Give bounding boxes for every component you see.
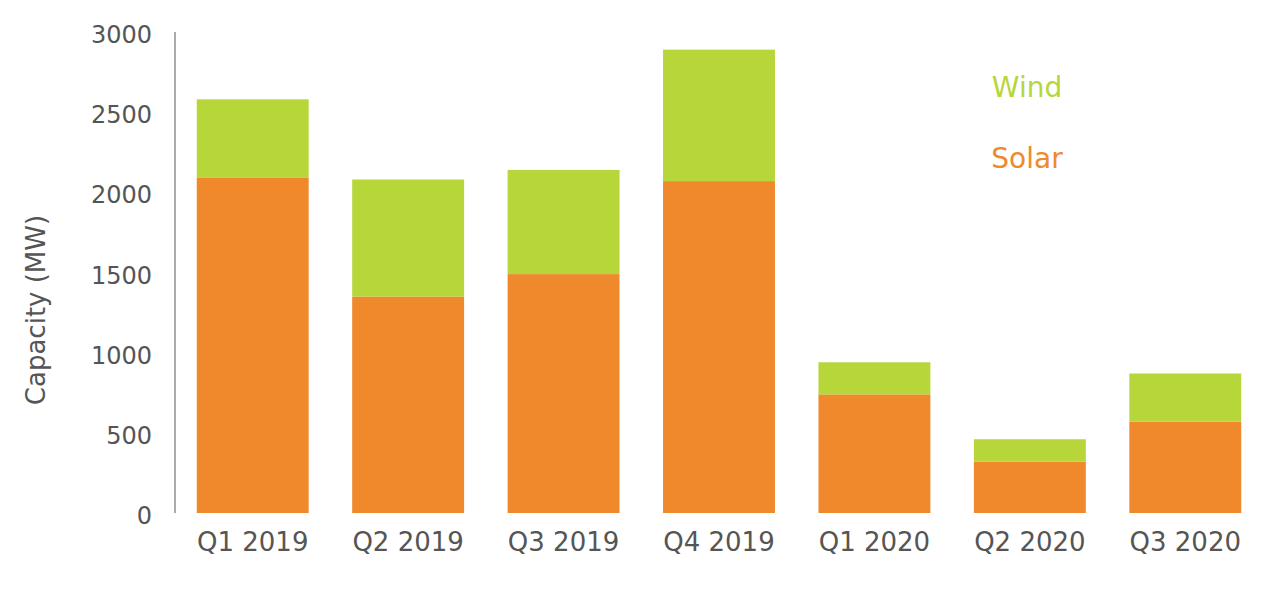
chart: 0 500 1000 1500 2000 2500 3000 Capacity (MW) Q1 … (0, 0, 1272, 595)
bar-segment (508, 274, 620, 513)
bar-segment (974, 462, 1086, 513)
x-tick-label: Q3 2020 (1130, 527, 1241, 557)
bar-segment (1129, 422, 1241, 513)
y-tick-label: 2000 (91, 181, 152, 209)
y-tick-label: 1000 (91, 342, 152, 370)
x-tick-label: Q2 2020 (974, 527, 1085, 557)
bar-segment (974, 439, 1086, 461)
x-tick-label: Q2 2019 (352, 527, 463, 557)
y-tick-label: 0 (137, 502, 152, 530)
y-tick-label: 500 (106, 422, 152, 450)
bar-segment (352, 180, 464, 297)
bar-segment (818, 362, 930, 394)
legend-entry: Wind (992, 71, 1062, 104)
x-tick-label: Q4 2019 (663, 527, 774, 557)
y-tick-label: 2500 (91, 101, 152, 129)
legend-entry: Solar (991, 142, 1063, 175)
bar-segment (352, 297, 464, 513)
bar-segment (508, 170, 620, 274)
x-tick-label: Q1 2020 (819, 527, 930, 557)
x-tick-label: Q3 2019 (508, 527, 619, 557)
y-tick-label: 3000 (91, 21, 152, 49)
bar-segment (663, 50, 775, 181)
bar-segment (663, 181, 775, 513)
bars (197, 50, 1241, 513)
bar-segment (1129, 374, 1241, 422)
bar-segment (197, 99, 309, 178)
y-axis-label: Capacity (MW) (21, 215, 51, 405)
bar-segment (818, 394, 930, 513)
y-axis-line (174, 32, 176, 513)
x-tick-label: Q1 2019 (197, 527, 308, 557)
bar-segment (197, 178, 309, 513)
y-tick-label: 1500 (91, 262, 152, 290)
